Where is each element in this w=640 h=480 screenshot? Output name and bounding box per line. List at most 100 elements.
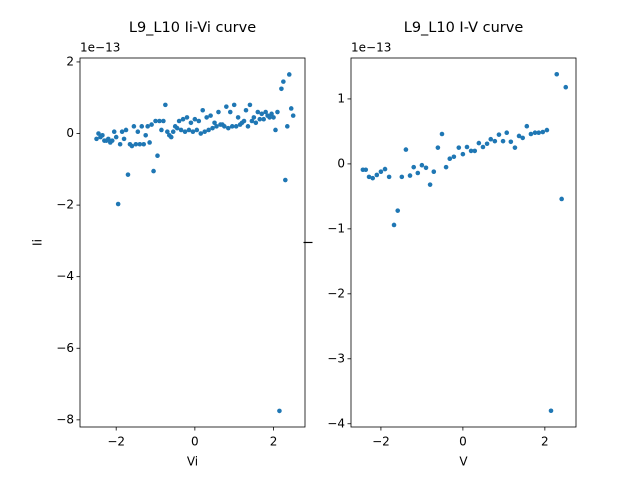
x-tick-label: 0 (459, 435, 467, 449)
y-axis-label: Ii (31, 239, 45, 246)
point (544, 127, 550, 133)
point (281, 79, 286, 84)
x-tick-label: 2 (270, 435, 278, 449)
point (174, 125, 180, 131)
point (192, 116, 198, 122)
point (427, 182, 433, 187)
point (263, 109, 268, 115)
point (283, 177, 288, 183)
point (133, 141, 139, 147)
point (504, 130, 510, 136)
y-tick-label: 0 (337, 156, 345, 170)
y-tick-label: 2 (66, 54, 74, 68)
point (241, 118, 247, 124)
point (472, 148, 478, 154)
point (161, 118, 166, 124)
y-tick-label: 0 (66, 126, 74, 140)
point (109, 138, 115, 143)
offset-label: 1e−13 (80, 41, 120, 55)
point (155, 153, 160, 159)
point (100, 133, 105, 138)
point (273, 127, 278, 133)
y-tick-label: −2 (327, 286, 345, 300)
point (277, 408, 282, 414)
point (212, 120, 217, 126)
point (168, 134, 174, 140)
point (139, 124, 145, 129)
point (480, 144, 486, 150)
point (407, 173, 413, 178)
point (194, 127, 200, 133)
point (548, 408, 554, 414)
point (290, 113, 296, 118)
point (259, 111, 265, 117)
point (391, 222, 397, 228)
y-tick-label: −8 (56, 412, 74, 426)
point (170, 129, 176, 135)
point (202, 129, 207, 135)
point (464, 144, 470, 150)
point (214, 124, 219, 129)
chart-title: L9_L10 Ii-Vi curve (129, 20, 256, 36)
point (275, 109, 280, 115)
point (165, 129, 170, 135)
point (225, 125, 231, 131)
point (125, 172, 131, 177)
point (222, 124, 227, 129)
point (269, 111, 274, 117)
point (243, 107, 249, 113)
point (261, 116, 266, 122)
point (512, 145, 518, 150)
x-axis-label: V (459, 455, 468, 469)
point (247, 102, 253, 108)
point (363, 167, 369, 173)
point (279, 86, 284, 92)
point (188, 120, 194, 126)
point (520, 135, 526, 141)
point (159, 127, 164, 133)
point (149, 122, 154, 127)
point (468, 148, 474, 154)
point (157, 118, 162, 124)
point (415, 170, 421, 176)
x-tick-label: −2 (372, 435, 390, 449)
point (476, 140, 482, 146)
point (284, 124, 290, 129)
y-tick-label: 1 (337, 91, 345, 105)
point (115, 201, 121, 207)
point (245, 124, 251, 129)
point (94, 136, 99, 142)
point (484, 141, 490, 147)
point (524, 123, 530, 129)
point (204, 115, 209, 120)
point (180, 116, 186, 122)
point (411, 164, 417, 170)
point (431, 169, 437, 174)
point (233, 124, 239, 129)
point (536, 130, 542, 136)
x-tick-label: 0 (191, 435, 199, 449)
point (378, 169, 384, 174)
point (182, 129, 188, 135)
point (528, 131, 534, 137)
point (500, 138, 506, 144)
point (106, 136, 111, 142)
point (235, 115, 241, 120)
y-tick-label: −2 (56, 198, 74, 212)
point (123, 127, 129, 133)
point (492, 138, 498, 144)
point (563, 84, 569, 90)
point (208, 113, 213, 118)
point (395, 208, 401, 213)
point (196, 118, 202, 124)
y-tick-label: −1 (327, 221, 345, 235)
point (267, 115, 272, 120)
point (435, 145, 441, 150)
point (119, 129, 125, 135)
point (554, 71, 560, 77)
point (403, 147, 409, 152)
point (508, 139, 514, 145)
point (137, 141, 143, 147)
point (176, 118, 182, 124)
